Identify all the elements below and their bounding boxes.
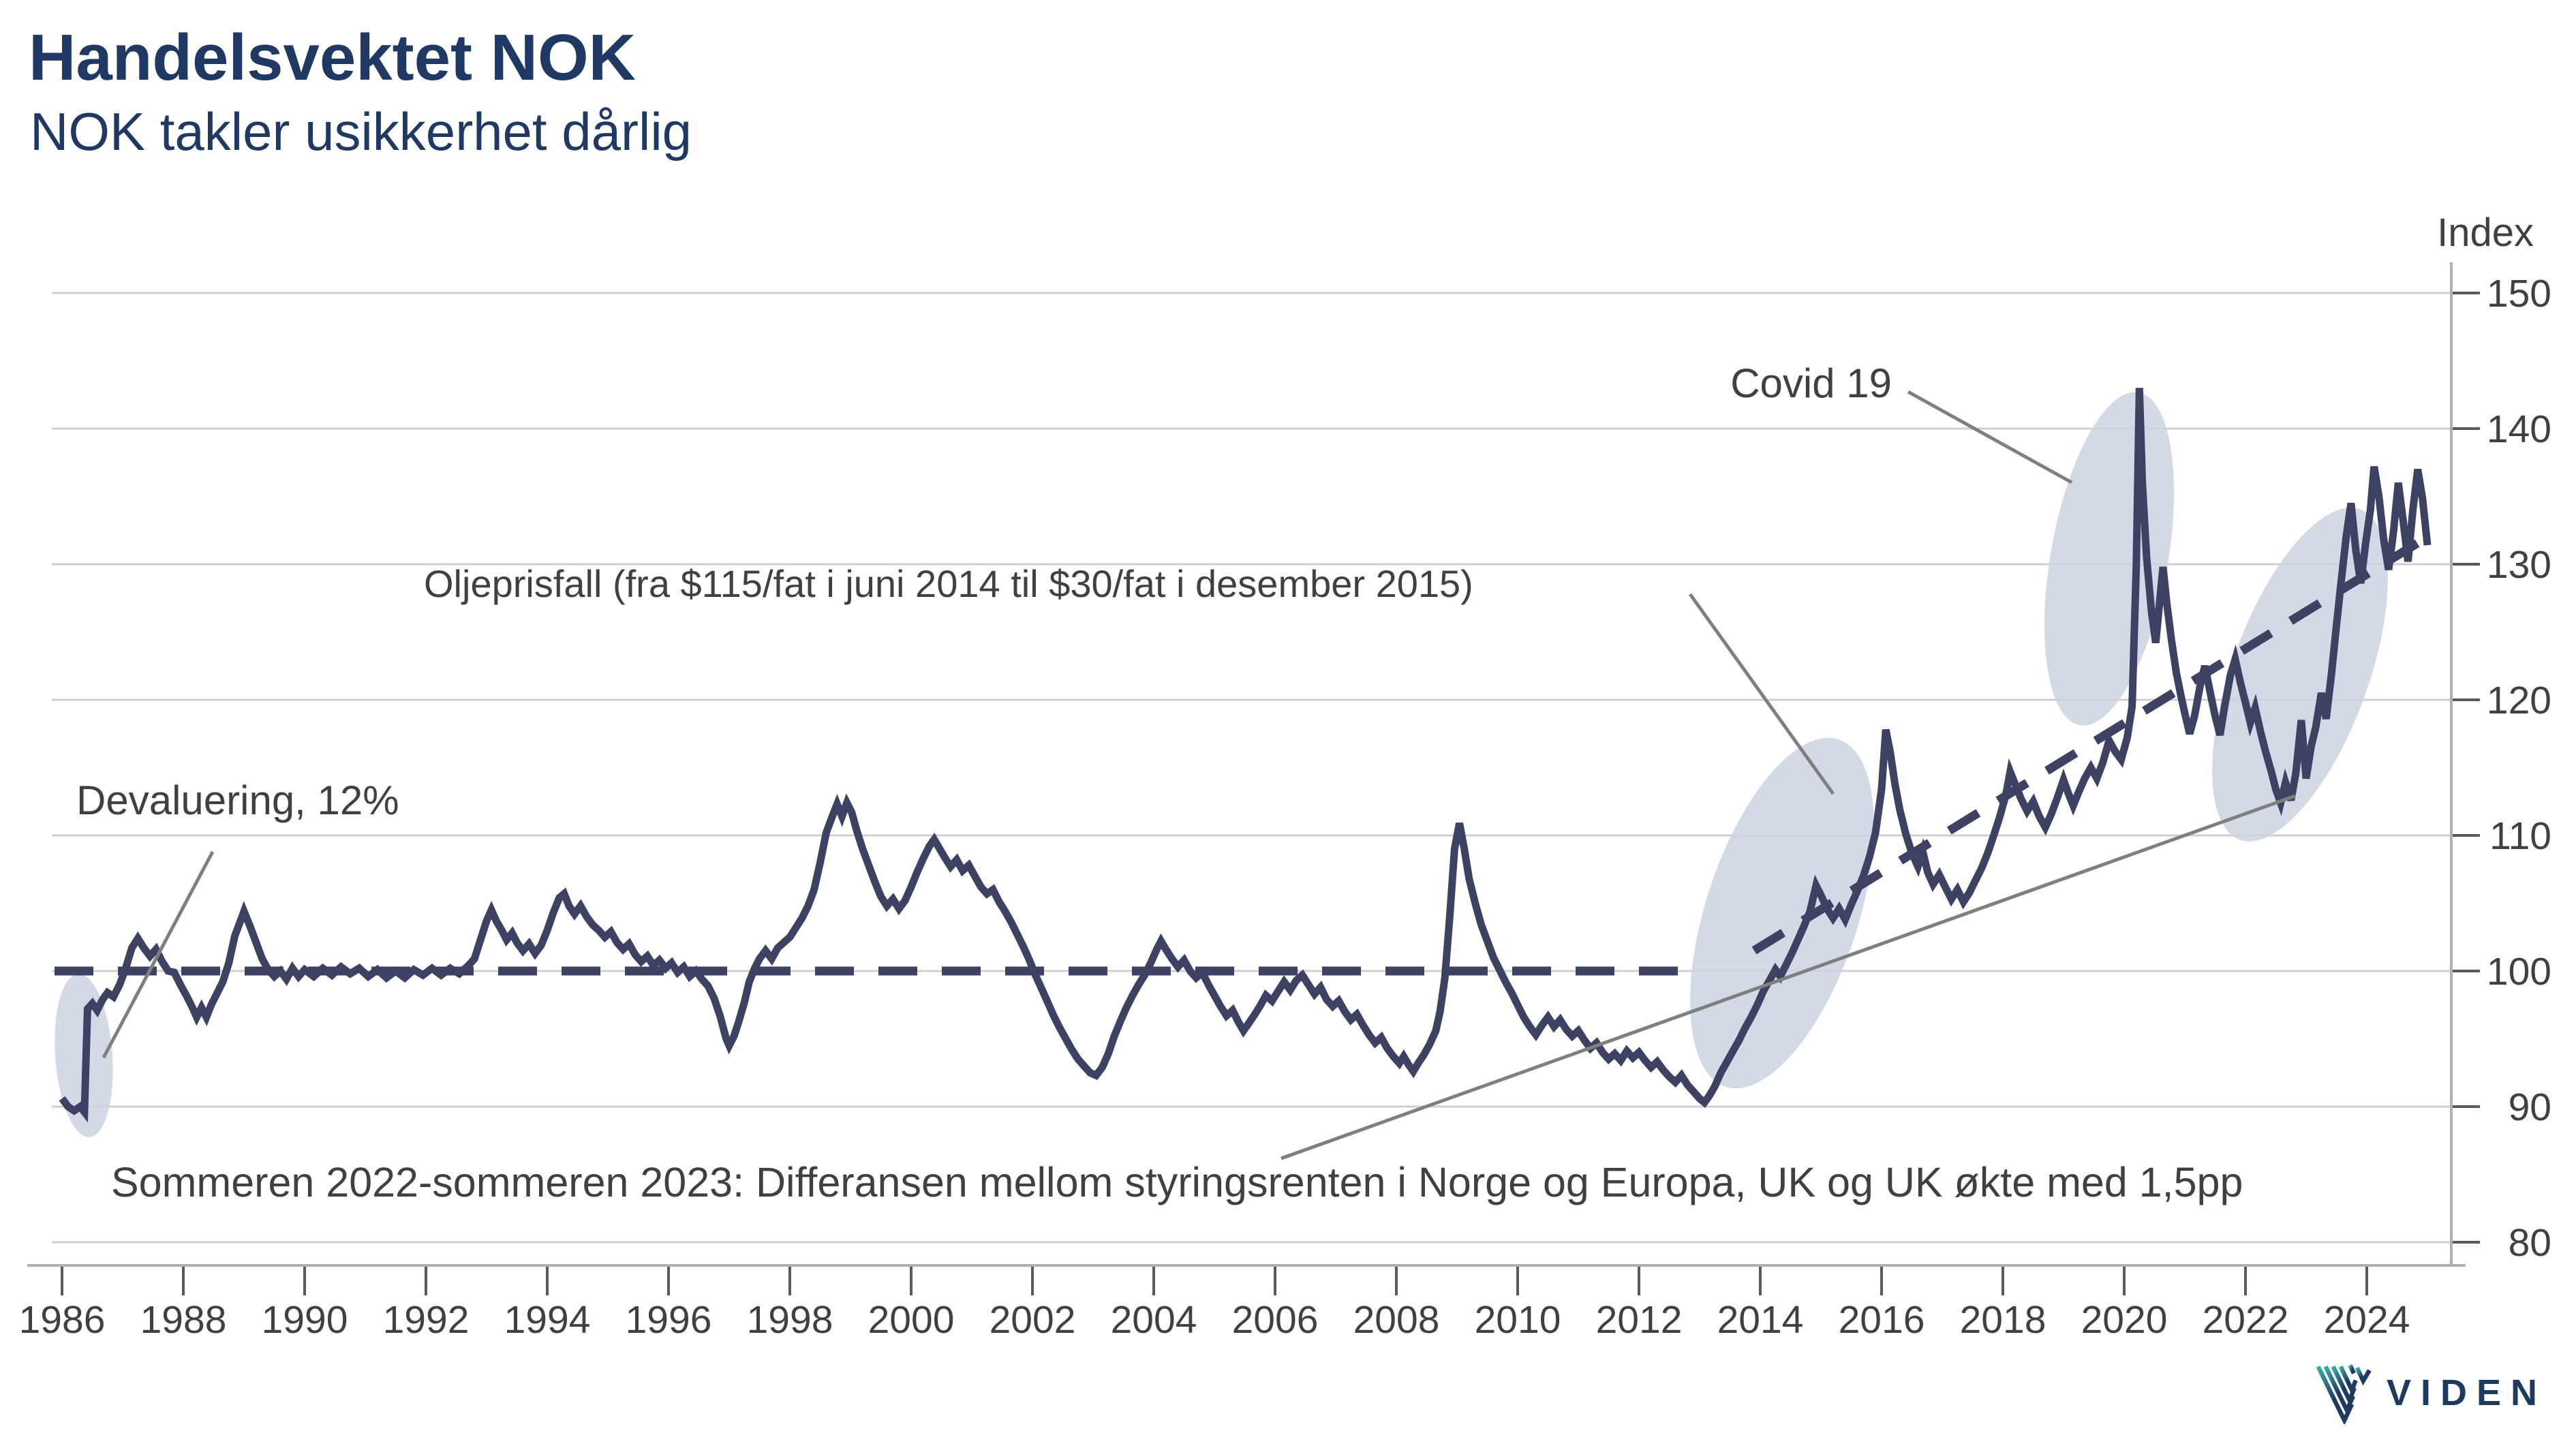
leader-covid — [1907, 390, 2073, 484]
x-tick-label-2024: 2024 — [2324, 1298, 2410, 1342]
y-tick-label-150: 150 — [2487, 272, 2551, 315]
trend-dashed — [1751, 533, 2430, 955]
x-tick-label-2002: 2002 — [990, 1298, 1076, 1342]
x-tick-label-2022: 2022 — [2203, 1298, 2289, 1342]
x-tick-label-2012: 2012 — [1596, 1298, 1683, 1342]
y-tick-label-90: 90 — [2509, 1085, 2551, 1129]
x-tick-label-2010: 2010 — [1475, 1298, 1561, 1342]
annotation-rate-differential: Sommeren 2022-sommeren 2023: Differansen… — [111, 1159, 2243, 1205]
highlight-covid-2020 — [2044, 392, 2175, 726]
annotation-devaluation: Devaluering, 12% — [76, 777, 399, 823]
x-tick-label-1996: 1996 — [626, 1298, 712, 1342]
x-tick-label-1988: 1988 — [140, 1298, 227, 1342]
viden-logo-wordmark: VIDEN — [2387, 1372, 2547, 1413]
x-tick-label-2014: 2014 — [1717, 1298, 1804, 1342]
y-tick-label-120: 120 — [2487, 679, 2551, 722]
x-tick-label-2018: 2018 — [1960, 1298, 2046, 1342]
axes-and-ticks: 150 140 130 120 110 100 90 80 1986 1988 1990 1992 19… — [19, 262, 2551, 1342]
y-tick-label-140: 140 — [2487, 407, 2551, 451]
y-axis-unit-label: Index — [2437, 211, 2534, 255]
page-subtitle: NOK takler usikkerhet dårlig — [30, 102, 692, 161]
annotation-leader-lines — [102, 390, 2296, 1160]
x-tick-label-2020: 2020 — [2081, 1298, 2168, 1342]
x-tick-label-1990: 1990 — [262, 1298, 348, 1342]
x-tick-label-1986: 1986 — [19, 1298, 106, 1342]
y-tick-label-100: 100 — [2487, 950, 2551, 993]
x-tick-label-1998: 1998 — [747, 1298, 833, 1342]
x-tick-label-2004: 2004 — [1111, 1298, 1197, 1342]
series-line — [59, 388, 2432, 1123]
x-tick-label-2016: 2016 — [1839, 1298, 1925, 1342]
y-tick-label-80: 80 — [2509, 1221, 2551, 1265]
annotation-oil-price-fall: Oljeprisfall (fra $115/fat i juni 2014 t… — [424, 562, 1473, 605]
x-tick-label-1992: 1992 — [383, 1298, 470, 1342]
nok-index-series — [59, 388, 2432, 1123]
leader-oil — [1688, 593, 1835, 795]
y-tick-label-130: 130 — [2487, 543, 2551, 587]
viden-logo-mark-icon — [2316, 1364, 2372, 1424]
annotation-covid: Covid 19 — [1730, 360, 1892, 406]
x-tick-label-2008: 2008 — [1353, 1298, 1440, 1342]
x-tick-label-1994: 1994 — [504, 1298, 591, 1342]
highlight-oil-2014 — [1690, 737, 1874, 1089]
leader-rates — [1281, 794, 2296, 1160]
y-tick-label-110: 110 — [2489, 814, 2551, 858]
page-title: Handelsvektet NOK — [29, 21, 636, 94]
x-tick-label-2000: 2000 — [868, 1298, 955, 1342]
x-tick-label-2006: 2006 — [1232, 1298, 1319, 1342]
viden-logo: VIDEN — [2314, 1361, 2547, 1424]
leader-devaluation — [102, 850, 215, 1059]
